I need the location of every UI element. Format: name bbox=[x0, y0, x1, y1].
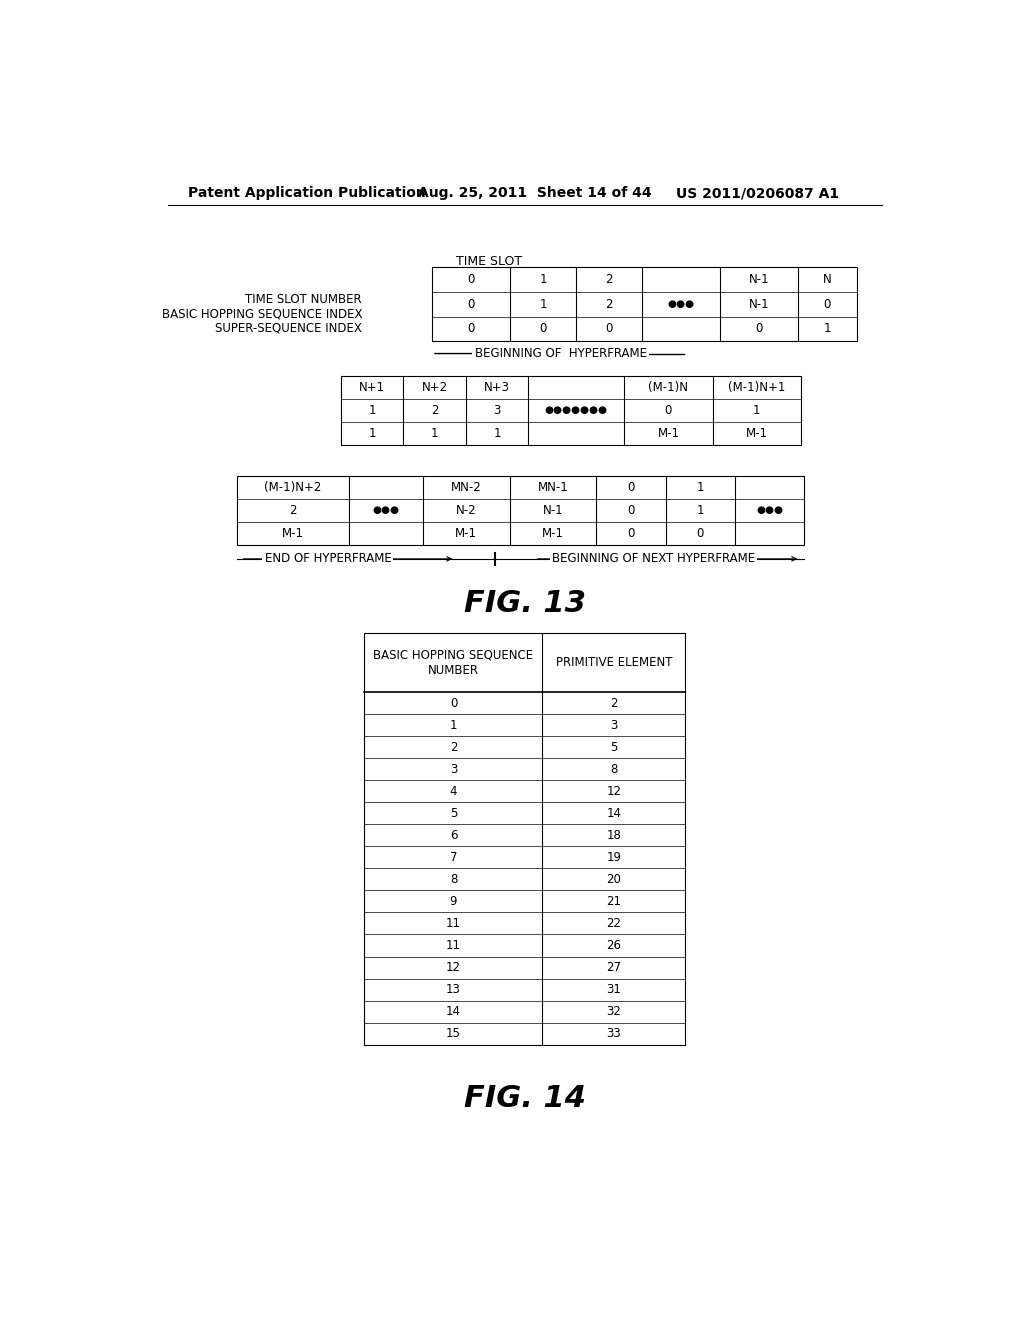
Text: 8: 8 bbox=[450, 873, 457, 886]
Text: 0: 0 bbox=[628, 527, 635, 540]
Text: Aug. 25, 2011  Sheet 14 of 44: Aug. 25, 2011 Sheet 14 of 44 bbox=[418, 186, 651, 201]
Text: (M-1)N+2: (M-1)N+2 bbox=[264, 480, 322, 494]
Text: 2: 2 bbox=[290, 503, 297, 516]
Text: 0: 0 bbox=[628, 480, 635, 494]
Text: 19: 19 bbox=[606, 851, 622, 863]
Text: M-1: M-1 bbox=[657, 426, 679, 440]
Text: 1: 1 bbox=[696, 480, 703, 494]
Text: END OF HYPERFRAME: END OF HYPERFRAME bbox=[264, 552, 391, 565]
Text: 0: 0 bbox=[756, 322, 763, 335]
Text: Patent Application Publication: Patent Application Publication bbox=[187, 186, 425, 201]
Text: FIG. 14: FIG. 14 bbox=[464, 1084, 586, 1113]
Text: 5: 5 bbox=[450, 807, 457, 820]
Text: 31: 31 bbox=[606, 983, 622, 997]
Text: 4: 4 bbox=[450, 784, 457, 797]
Text: 21: 21 bbox=[606, 895, 622, 908]
Text: N-1: N-1 bbox=[749, 298, 769, 310]
Text: US 2011/0206087 A1: US 2011/0206087 A1 bbox=[676, 186, 839, 201]
Text: 1: 1 bbox=[540, 273, 547, 286]
Text: 26: 26 bbox=[606, 939, 622, 952]
Text: TIME SLOT NUMBER: TIME SLOT NUMBER bbox=[246, 293, 362, 306]
Text: MN-2: MN-2 bbox=[451, 480, 481, 494]
Bar bbox=[237, 475, 804, 545]
Text: ●●●: ●●● bbox=[756, 506, 783, 515]
Text: (M-1)N+1: (M-1)N+1 bbox=[728, 381, 785, 393]
Text: 5: 5 bbox=[610, 741, 617, 754]
Text: 2: 2 bbox=[450, 741, 457, 754]
Text: 18: 18 bbox=[606, 829, 622, 842]
Text: 8: 8 bbox=[610, 763, 617, 776]
Text: 0: 0 bbox=[823, 298, 831, 310]
Text: 1: 1 bbox=[431, 426, 438, 440]
Text: 1: 1 bbox=[753, 404, 761, 417]
Text: 27: 27 bbox=[606, 961, 622, 974]
Text: 11: 11 bbox=[446, 939, 461, 952]
Text: N-1: N-1 bbox=[543, 503, 563, 516]
Text: SUPER-SEQUENCE INDEX: SUPER-SEQUENCE INDEX bbox=[215, 322, 362, 335]
Text: 0: 0 bbox=[450, 697, 457, 710]
Text: 12: 12 bbox=[606, 784, 622, 797]
Text: BASIC HOPPING SEQUENCE
NUMBER: BASIC HOPPING SEQUENCE NUMBER bbox=[374, 648, 534, 677]
Text: 11: 11 bbox=[446, 917, 461, 931]
Text: 0: 0 bbox=[628, 503, 635, 516]
Text: 22: 22 bbox=[606, 917, 622, 931]
Text: 1: 1 bbox=[369, 404, 376, 417]
Text: 0: 0 bbox=[467, 273, 474, 286]
Text: 7: 7 bbox=[450, 851, 457, 863]
Text: 13: 13 bbox=[446, 983, 461, 997]
Bar bbox=[432, 267, 856, 342]
Text: 2: 2 bbox=[610, 697, 617, 710]
Text: BEGINNING OF NEXT HYPERFRAME: BEGINNING OF NEXT HYPERFRAME bbox=[552, 552, 755, 565]
Text: ●●●: ●●● bbox=[373, 506, 399, 515]
Text: PRIMITIVE ELEMENT: PRIMITIVE ELEMENT bbox=[556, 656, 672, 669]
Bar bbox=[341, 376, 801, 445]
Text: ●●●●●●●: ●●●●●●● bbox=[545, 405, 608, 416]
Text: BEGINNING OF  HYPERFRAME: BEGINNING OF HYPERFRAME bbox=[474, 347, 646, 360]
Text: 1: 1 bbox=[823, 322, 831, 335]
Text: 6: 6 bbox=[450, 829, 457, 842]
Text: N-2: N-2 bbox=[456, 503, 476, 516]
Text: 14: 14 bbox=[606, 807, 622, 820]
Text: M-1: M-1 bbox=[745, 426, 768, 440]
Text: 0: 0 bbox=[605, 322, 613, 335]
Text: 3: 3 bbox=[494, 404, 501, 417]
Text: 1: 1 bbox=[540, 298, 547, 310]
Text: M-1: M-1 bbox=[282, 527, 304, 540]
Text: 20: 20 bbox=[606, 873, 622, 886]
Text: (M-1)N: (M-1)N bbox=[648, 381, 688, 393]
Text: ●●●: ●●● bbox=[668, 300, 694, 309]
Text: N-1: N-1 bbox=[749, 273, 769, 286]
Text: 32: 32 bbox=[606, 1005, 622, 1018]
Text: 33: 33 bbox=[606, 1027, 622, 1040]
Text: 2: 2 bbox=[605, 298, 613, 310]
Text: FIG. 13: FIG. 13 bbox=[464, 589, 586, 618]
Text: 0: 0 bbox=[467, 322, 474, 335]
Text: 2: 2 bbox=[605, 273, 613, 286]
Text: 0: 0 bbox=[665, 404, 672, 417]
Text: 0: 0 bbox=[540, 322, 547, 335]
Text: 1: 1 bbox=[494, 426, 501, 440]
Text: N: N bbox=[823, 273, 831, 286]
Text: 12: 12 bbox=[446, 961, 461, 974]
Text: 0: 0 bbox=[467, 298, 474, 310]
Text: 9: 9 bbox=[450, 895, 457, 908]
Bar bbox=[365, 634, 685, 1044]
Text: N+1: N+1 bbox=[359, 381, 385, 393]
Text: 2: 2 bbox=[431, 404, 438, 417]
Text: M-1: M-1 bbox=[542, 527, 564, 540]
Text: 1: 1 bbox=[450, 718, 457, 731]
Text: 0: 0 bbox=[696, 527, 703, 540]
Text: BASIC HOPPING SEQUENCE INDEX: BASIC HOPPING SEQUENCE INDEX bbox=[162, 308, 362, 321]
Text: M-1: M-1 bbox=[456, 527, 477, 540]
Text: 14: 14 bbox=[446, 1005, 461, 1018]
Text: 1: 1 bbox=[369, 426, 376, 440]
Text: MN-1: MN-1 bbox=[538, 480, 568, 494]
Text: 15: 15 bbox=[446, 1027, 461, 1040]
Text: TIME SLOT: TIME SLOT bbox=[456, 255, 522, 268]
Text: N+3: N+3 bbox=[484, 381, 510, 393]
Text: 3: 3 bbox=[610, 718, 617, 731]
Text: 3: 3 bbox=[450, 763, 457, 776]
Text: 1: 1 bbox=[696, 503, 703, 516]
Text: N+2: N+2 bbox=[422, 381, 447, 393]
